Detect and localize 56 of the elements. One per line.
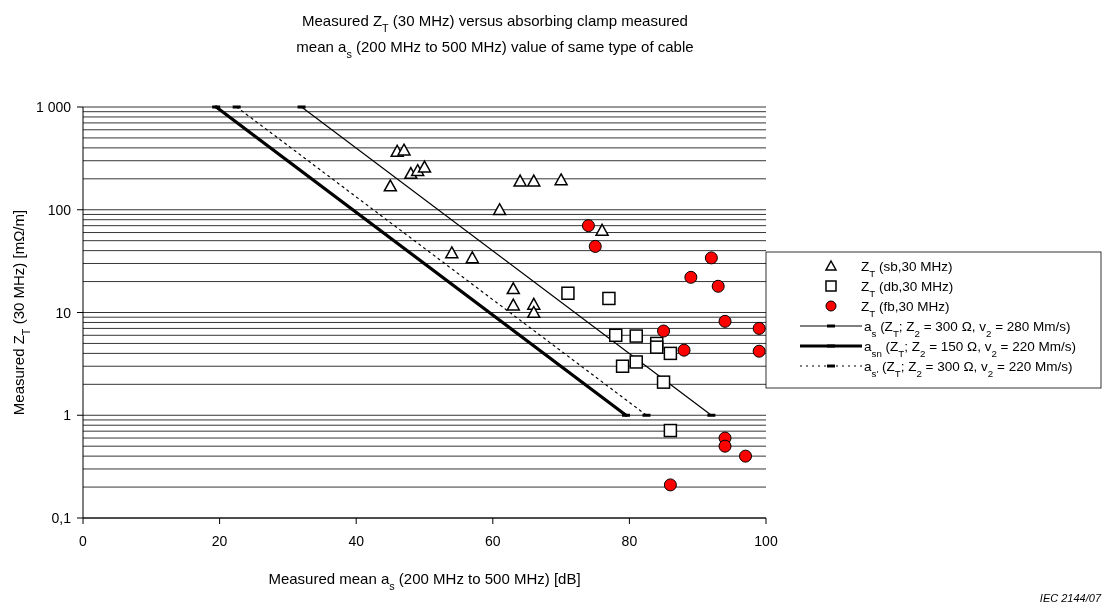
point bbox=[718, 439, 732, 453]
legend-label: Z$_{T}$ (sb,30 MHz) bbox=[861, 259, 953, 279]
point bbox=[608, 328, 623, 343]
point bbox=[615, 359, 630, 373]
point bbox=[561, 286, 575, 300]
legend-label: Z$_{T}$ (db,30 MHz) bbox=[861, 279, 954, 299]
y-tick-label: 0,1 bbox=[51, 510, 72, 526]
point bbox=[663, 346, 678, 361]
y-tick-label: 1 000 bbox=[35, 99, 72, 115]
point bbox=[663, 478, 677, 492]
x-tick-label: 40 bbox=[348, 533, 365, 549]
point bbox=[657, 324, 671, 338]
point bbox=[397, 143, 411, 156]
point bbox=[752, 321, 766, 335]
text: a$_{sn}$ (Z$_{T}$; Z$_{2}$ = 150 Ω, v$_{2}$ = 220 Mm/s) bbox=[864, 339, 1076, 359]
text: a$_{s}$ (Z$_{T}$; Z$_{2}$ = 300 Ω, v$_{2}$ = 280 Mm/s) bbox=[864, 319, 1071, 339]
point bbox=[595, 223, 609, 236]
y-tick-label: 10 bbox=[55, 304, 72, 321]
point bbox=[629, 355, 643, 369]
x-axis-title: Measured mean a$_{s}$ (200 MHz to 500 MHz) [dB] bbox=[268, 570, 581, 592]
x-tick-label: 100 bbox=[754, 533, 778, 549]
point bbox=[383, 179, 398, 192]
point bbox=[602, 291, 616, 306]
x-tick-label: 20 bbox=[211, 533, 228, 549]
point bbox=[656, 375, 671, 389]
point bbox=[684, 270, 698, 284]
point bbox=[554, 173, 568, 186]
chart-title: Measured Z$_{T}$ (30 MHz) versus absorbing clamp measured mean a$_{s}$ (200 MHz to 500 MHz) value of same type of cable bbox=[296, 12, 694, 60]
point bbox=[465, 251, 480, 264]
point bbox=[527, 305, 541, 319]
point bbox=[445, 246, 459, 259]
legend-label: Z$_{T}$ (fb,30 MHz) bbox=[861, 299, 950, 319]
x-tick-label: 80 bbox=[621, 533, 638, 549]
text: IEC 2144/07 bbox=[1039, 592, 1102, 604]
point bbox=[417, 160, 432, 173]
point bbox=[581, 219, 595, 233]
point bbox=[492, 203, 507, 216]
point bbox=[506, 298, 521, 311]
point bbox=[629, 329, 643, 343]
x-tick-label: 60 bbox=[485, 533, 501, 549]
x-tick-label: 0 bbox=[79, 533, 88, 549]
point bbox=[718, 314, 732, 328]
y-tick-label: 100 bbox=[47, 201, 72, 218]
point bbox=[704, 251, 718, 265]
point bbox=[506, 282, 521, 295]
point bbox=[711, 279, 725, 293]
point bbox=[752, 344, 766, 358]
text: a$_{s'}$ (Z$_{T}$; Z$_{2}$ = 300 Ω, v$_{2}$ = 220 Mm/s) bbox=[864, 359, 1073, 379]
point bbox=[739, 449, 753, 463]
y-tick-label: 1 bbox=[63, 407, 72, 424]
point bbox=[663, 423, 678, 438]
point bbox=[588, 239, 602, 253]
point bbox=[513, 174, 527, 187]
point bbox=[649, 340, 664, 354]
point bbox=[527, 174, 541, 187]
point bbox=[677, 343, 691, 357]
